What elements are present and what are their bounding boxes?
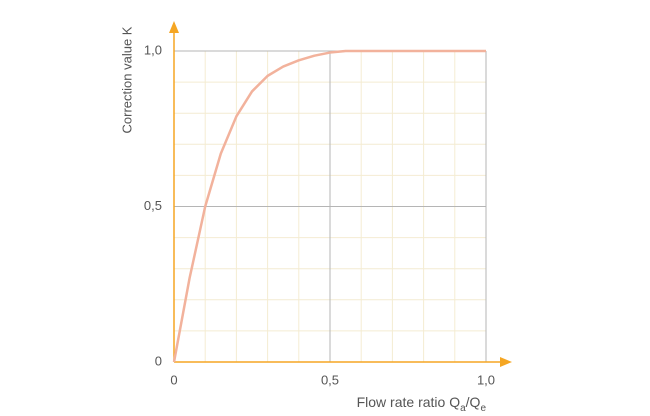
y-axis-label: Correction value K <box>119 26 134 133</box>
x-label-sub: a <box>460 403 466 414</box>
x-axis-label: Flow rate ratio Qa/Qe <box>357 394 487 414</box>
y-tick-label: 1,0 <box>144 42 162 57</box>
x-tick-label: 0 <box>170 372 177 387</box>
x-label-part: Flow rate ratio Q <box>357 394 461 410</box>
line <box>172 49 486 363</box>
y-tick-label: 0 <box>155 353 162 368</box>
x-label-sub: e <box>480 403 486 414</box>
x-tick-label: 1,0 <box>477 372 495 387</box>
x-tick-label: 0,5 <box>321 372 339 387</box>
y-axis-arrow <box>169 21 179 33</box>
y-tick-label: 0,5 <box>144 198 162 213</box>
x-axis-arrow <box>500 357 512 367</box>
x-label-part: /Q <box>466 394 481 410</box>
